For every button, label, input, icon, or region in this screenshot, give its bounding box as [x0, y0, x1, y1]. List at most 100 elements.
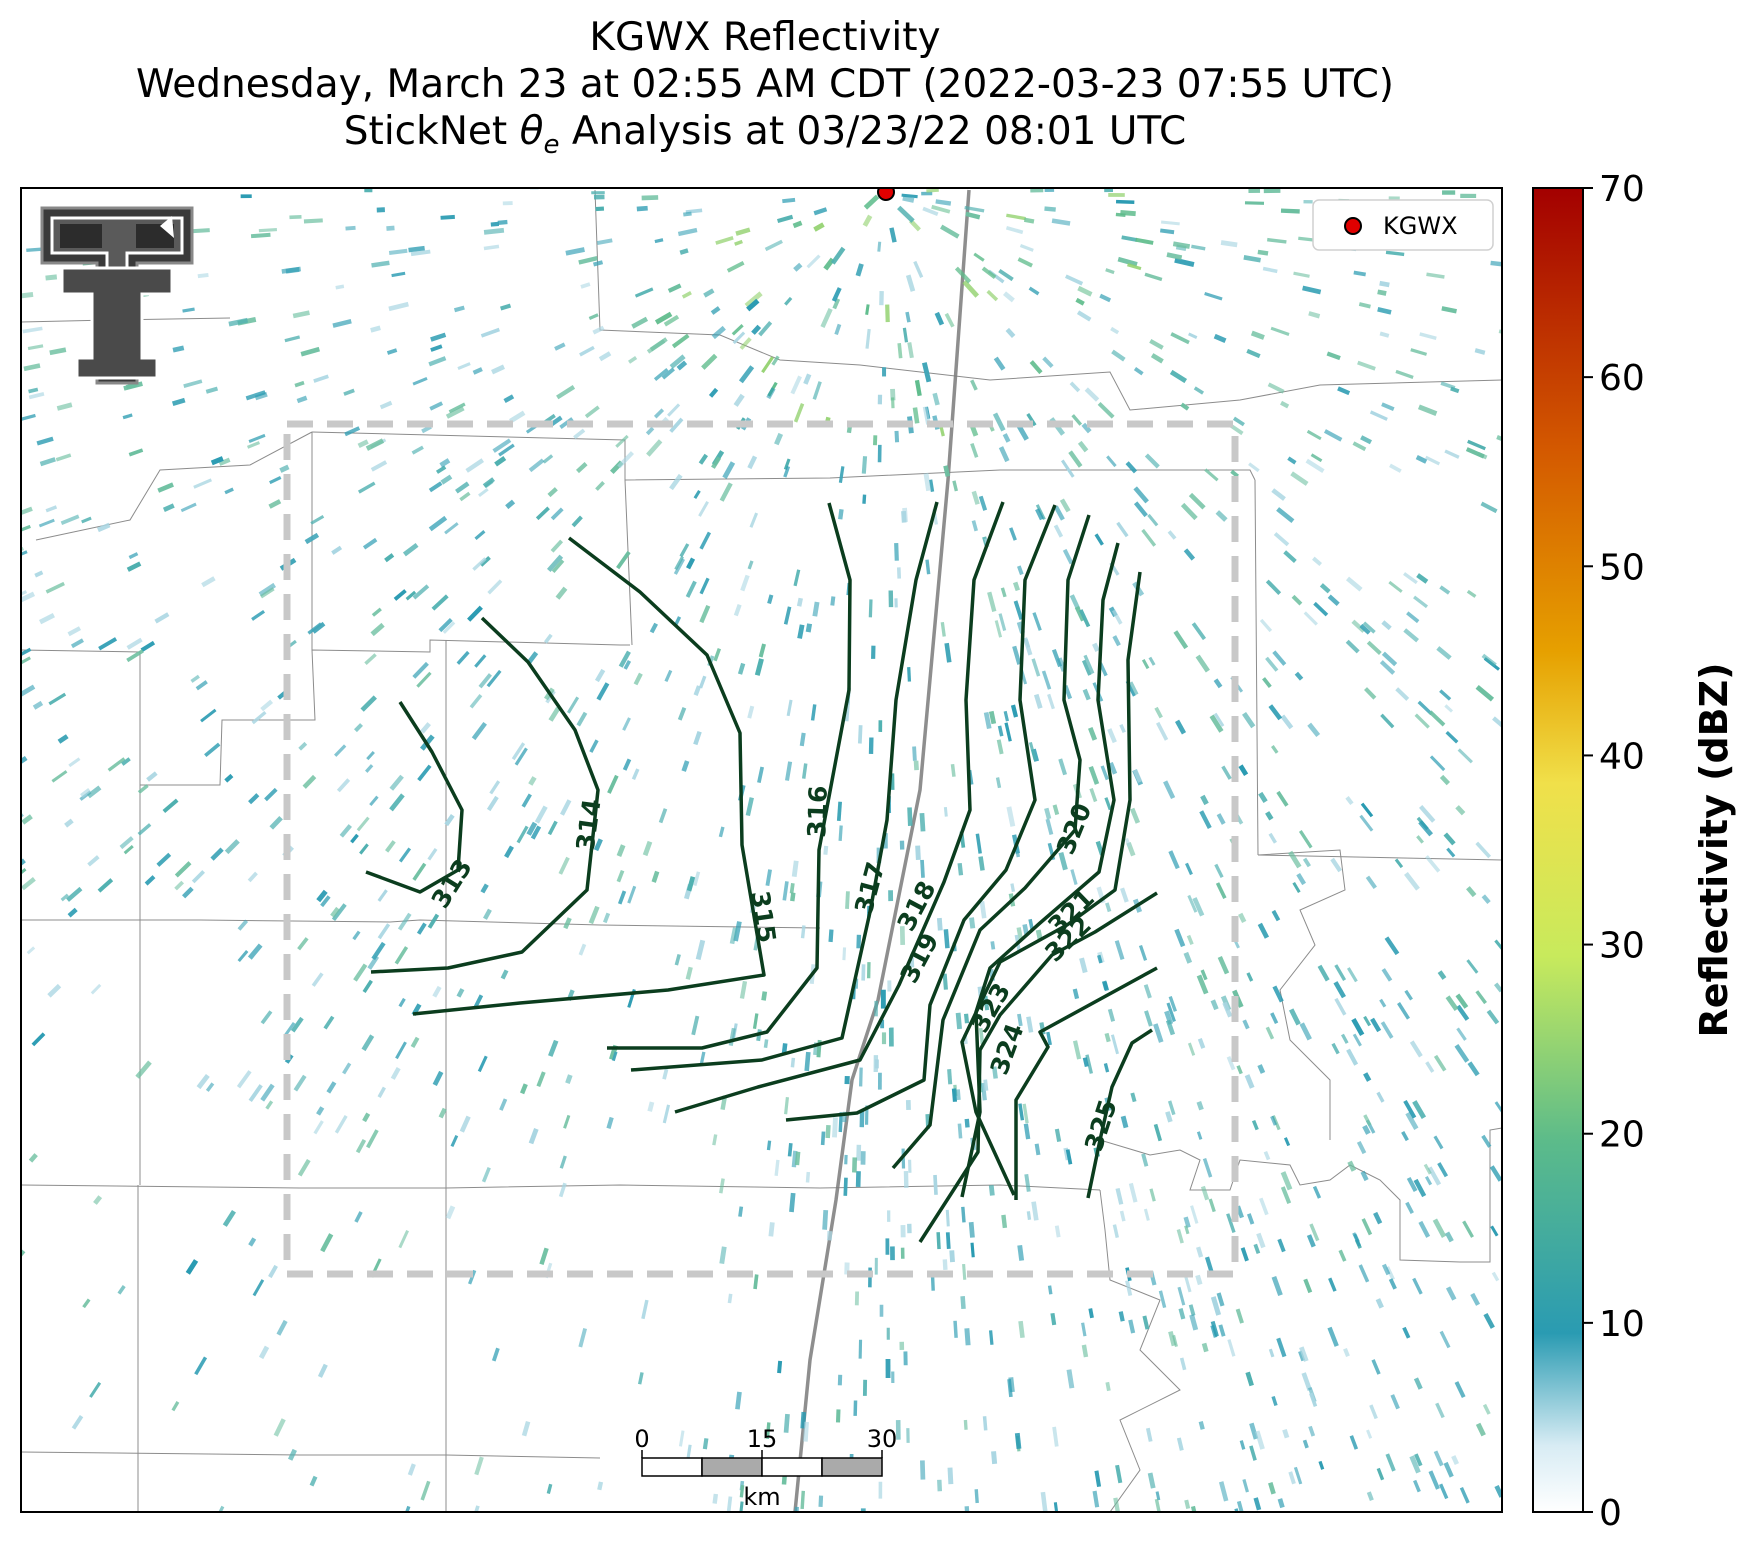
echo-gate: [854, 1291, 860, 1306]
echo-gate: [1443, 1461, 1454, 1478]
echo-gate: [222, 1209, 236, 1227]
echo-gate: [1217, 956, 1230, 975]
echo-gate: [1404, 871, 1420, 891]
echo-gate: [1199, 810, 1212, 829]
echo-gate: [874, 1059, 879, 1069]
echo-gate: [584, 405, 600, 419]
echo-gate: [997, 725, 1004, 737]
echo-gate: [258, 582, 277, 597]
echo-gate: [70, 638, 84, 649]
echo-gate: [228, 317, 249, 327]
echo-gate: [1462, 1220, 1474, 1238]
echo-gate: [516, 825, 529, 844]
echo-gate: [1133, 366, 1144, 376]
echo-gate: [897, 343, 903, 359]
echo-gate: [649, 622, 658, 634]
echo-gate: [534, 805, 548, 824]
echo-gate: [1271, 1275, 1283, 1297]
echo-gate: [831, 287, 842, 302]
echo-gate: [792, 220, 803, 229]
echo-gate: [171, 1401, 180, 1412]
echo-gate: [1262, 266, 1278, 274]
echo-gate: [357, 481, 376, 494]
echo-gate: [21, 291, 34, 299]
echo-gate: [618, 650, 631, 668]
echo-gate: [1105, 902, 1112, 913]
echo-gate: [777, 1360, 783, 1374]
echo-gate: [1379, 280, 1390, 288]
echo-gate: [727, 1293, 733, 1304]
echo-gate: [888, 1027, 894, 1047]
echo-gate: [653, 408, 665, 419]
echo-gate: [617, 890, 627, 905]
echo-gate: [766, 1140, 772, 1151]
scale-bar: 0 15 30 km: [634, 1425, 897, 1511]
echo-gate: [1380, 1021, 1394, 1039]
echo-gate: [853, 1400, 858, 1416]
echo-gate: [1112, 635, 1121, 647]
echo-gate: [21, 868, 27, 882]
echo-gate: [558, 856, 570, 875]
echo-gate: [547, 820, 558, 836]
echo-gate: [1459, 1487, 1470, 1504]
echo-gate: [983, 712, 992, 730]
echo-gate: [1030, 188, 1044, 193]
echo-gate: [1065, 274, 1084, 286]
echo-gate: [758, 643, 766, 658]
echo-gate: [459, 491, 471, 502]
echo-gate: [1248, 462, 1260, 473]
echo-gate: [786, 699, 793, 717]
echo-gate: [182, 307, 195, 313]
echo-gate: [121, 757, 131, 766]
echo-gate: [974, 1489, 979, 1504]
echo-gate: [1475, 1422, 1486, 1437]
echo-gate: [799, 732, 806, 747]
echo-gate: [922, 206, 939, 217]
echo-gate: [260, 699, 274, 712]
echo-gate: [51, 770, 68, 783]
echo-gate: [1257, 1064, 1266, 1074]
echo-gate: [764, 239, 783, 252]
echo-gate: [1007, 1378, 1013, 1398]
echo-gate: [738, 1206, 744, 1217]
echo-gate: [385, 840, 396, 853]
echo-gate: [794, 1151, 801, 1166]
echo-gate: [1444, 1231, 1454, 1243]
echo-gate: [260, 1010, 273, 1025]
echo-gate: [180, 502, 197, 513]
echo-gate: [1496, 435, 1502, 444]
echo-gate: [1366, 1491, 1374, 1501]
echo-gate: [806, 254, 821, 269]
echo-gate: [365, 438, 385, 451]
echo-gate: [1116, 521, 1129, 538]
echo-gate: [837, 1374, 843, 1386]
theta-symbol: θ: [519, 109, 544, 154]
contour-325: [1086, 1028, 1153, 1199]
echo-gate: [1215, 510, 1228, 522]
echo-gate: [193, 478, 212, 489]
echo-gate: [49, 347, 67, 356]
echo-gate: [196, 1073, 210, 1090]
echo-gate: [1379, 660, 1396, 675]
echo-gate: [654, 238, 664, 244]
echo-gate: [193, 228, 210, 234]
echo-gate: [674, 555, 684, 571]
echo-gate: [998, 268, 1014, 282]
echo-gate: [526, 821, 538, 836]
echo-gate: [412, 661, 429, 679]
echo-gate: [1406, 1176, 1418, 1192]
echo-gate: [547, 487, 558, 498]
echo-gate: [1265, 579, 1282, 595]
echo-gate: [39, 457, 56, 467]
echo-gate: [733, 603, 742, 617]
echo-gate: [1110, 1034, 1120, 1055]
echo-gate: [642, 840, 653, 857]
echo-gate: [936, 917, 943, 931]
echo-gate: [90, 983, 102, 995]
echo-gate: [224, 839, 240, 855]
echo-gate: [732, 331, 746, 345]
echo-gate: [1360, 1170, 1369, 1182]
echo-gate: [236, 1070, 252, 1089]
echo-gate: [877, 444, 882, 463]
